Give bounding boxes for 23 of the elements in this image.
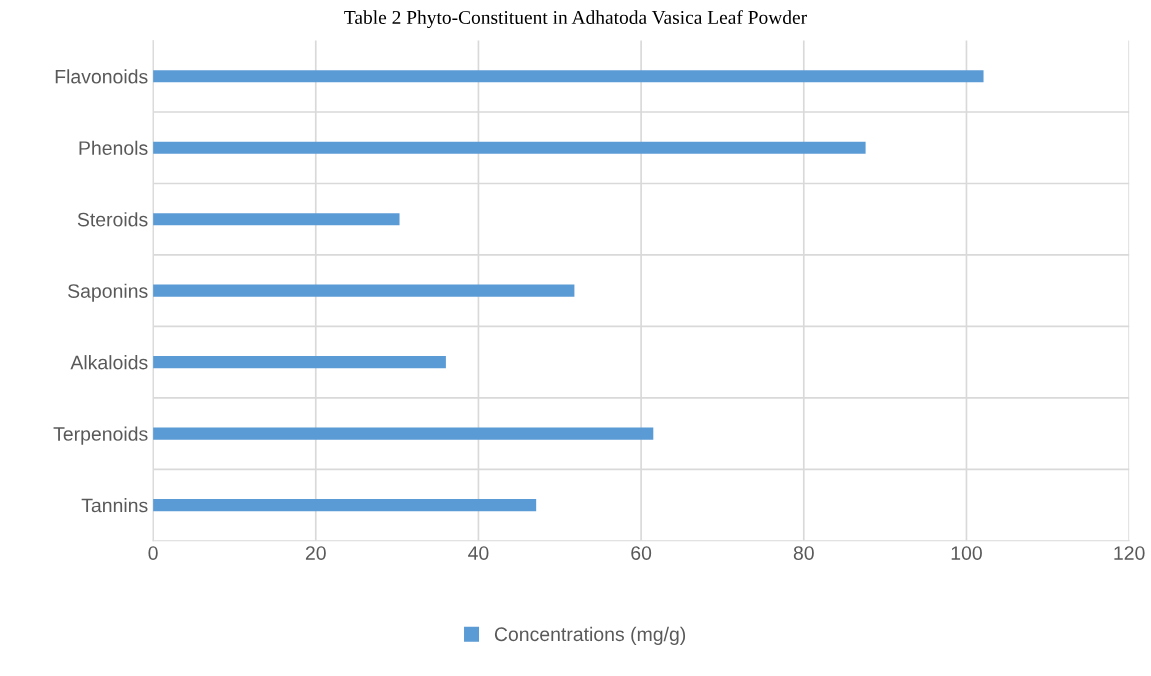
x-tick-label: 0 xyxy=(148,546,158,560)
x-tick-label: 40 xyxy=(468,546,489,560)
y-tick-label: Flavonoids xyxy=(55,69,148,84)
x-tick-label: 100 xyxy=(951,546,982,560)
chart-title: Table 2 Phyto-Constituent in Adhatoda Vasica Leaf Powder xyxy=(344,10,807,29)
bar xyxy=(153,284,575,297)
bar xyxy=(153,213,400,226)
bar xyxy=(153,498,537,512)
y-tick-label: Terpenoids xyxy=(53,426,148,445)
bar xyxy=(153,427,654,440)
y-tick-label: Tannins xyxy=(81,498,148,513)
y-tick-label: Alkaloids xyxy=(70,355,148,370)
legend-label: Concentrations (mg/g) xyxy=(494,626,686,645)
x-tick-label: 20 xyxy=(305,546,326,560)
bar xyxy=(153,356,446,369)
x-tick-label: 60 xyxy=(631,546,652,560)
x-tick-label: 120 xyxy=(1114,546,1145,560)
bar xyxy=(153,70,984,83)
bar xyxy=(153,141,866,154)
y-tick-label: Saponins xyxy=(68,283,148,302)
y-tick-label: Phenols xyxy=(79,140,148,155)
y-tick-label: Steroids xyxy=(77,212,148,227)
x-tick-label: 80 xyxy=(793,546,814,560)
